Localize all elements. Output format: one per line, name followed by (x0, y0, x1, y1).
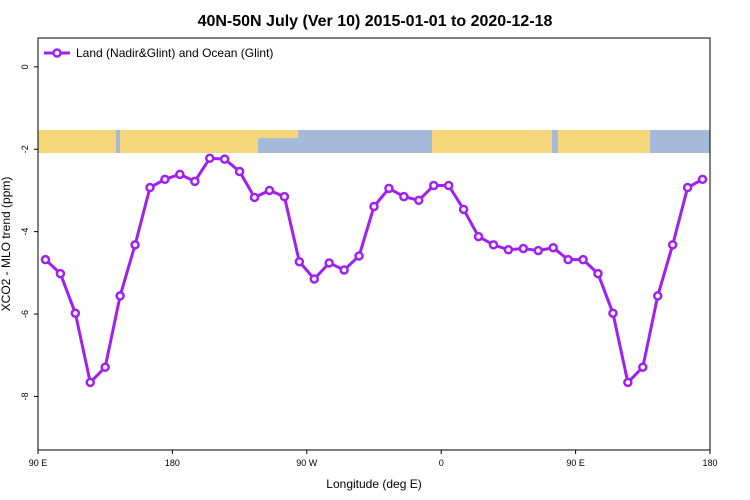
point (414, 195, 424, 206)
point (697, 174, 708, 185)
point (369, 201, 379, 212)
x-axis-label: Longitude (deg E) (326, 477, 421, 491)
point (264, 185, 275, 196)
point (578, 254, 588, 265)
point (294, 256, 305, 267)
series-line (44, 156, 704, 386)
point (70, 308, 81, 318)
point (85, 377, 96, 388)
point (399, 191, 409, 202)
point (473, 231, 484, 242)
y-tick-label: -8 (20, 392, 30, 400)
point (234, 166, 245, 177)
point (667, 240, 678, 250)
point (324, 258, 334, 268)
x-tick-label: 90 W (296, 458, 318, 468)
legend-label: Land (Nadir&Glint) and Ocean (Glint) (76, 46, 273, 60)
point (55, 268, 66, 279)
x-tick-label: 0 (439, 458, 444, 468)
point (384, 183, 394, 194)
y-tick-label: -6 (20, 310, 30, 318)
map-strip (38, 130, 710, 153)
point (548, 242, 558, 253)
point (563, 254, 573, 265)
point (40, 254, 51, 265)
point (443, 180, 454, 191)
point (279, 191, 290, 202)
point (503, 245, 514, 255)
point (115, 291, 125, 301)
point (354, 251, 364, 261)
plot-frame (37, 37, 711, 451)
point (533, 245, 544, 256)
y-tick-label: -2 (20, 145, 30, 153)
legend-marker (52, 48, 62, 58)
point (190, 176, 200, 187)
point (204, 153, 215, 164)
y-axis-label: XCO2 - MLO trend (ppm) (0, 177, 13, 312)
x-tick-label: 180 (702, 458, 717, 468)
point (608, 308, 618, 318)
point (249, 192, 260, 203)
point (638, 362, 648, 372)
point (593, 268, 603, 279)
point (458, 204, 469, 215)
point (623, 377, 633, 388)
y-tick-label: 0 (20, 64, 30, 69)
point (428, 180, 439, 191)
point (518, 243, 529, 254)
point (652, 291, 663, 301)
x-tick-label: 180 (165, 458, 180, 468)
point (309, 274, 320, 284)
point (219, 154, 230, 164)
point (145, 182, 155, 193)
point (339, 265, 349, 275)
chart-title: 40N-50N July (Ver 10) 2015-01-01 to 2020… (198, 13, 553, 30)
point (175, 169, 185, 180)
y-tick-label: -4 (20, 228, 30, 236)
x-tick-label: 90 E (566, 458, 585, 468)
x-tick-label: 90 E (29, 458, 48, 468)
point (682, 182, 693, 193)
point (160, 174, 170, 185)
point (100, 362, 110, 372)
point (130, 240, 140, 250)
point (488, 240, 499, 250)
